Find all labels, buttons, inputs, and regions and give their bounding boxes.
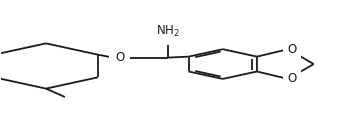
Text: O: O <box>288 72 297 85</box>
Text: O: O <box>288 43 297 56</box>
Text: NH$_2$: NH$_2$ <box>156 23 180 39</box>
Text: O: O <box>115 51 125 64</box>
